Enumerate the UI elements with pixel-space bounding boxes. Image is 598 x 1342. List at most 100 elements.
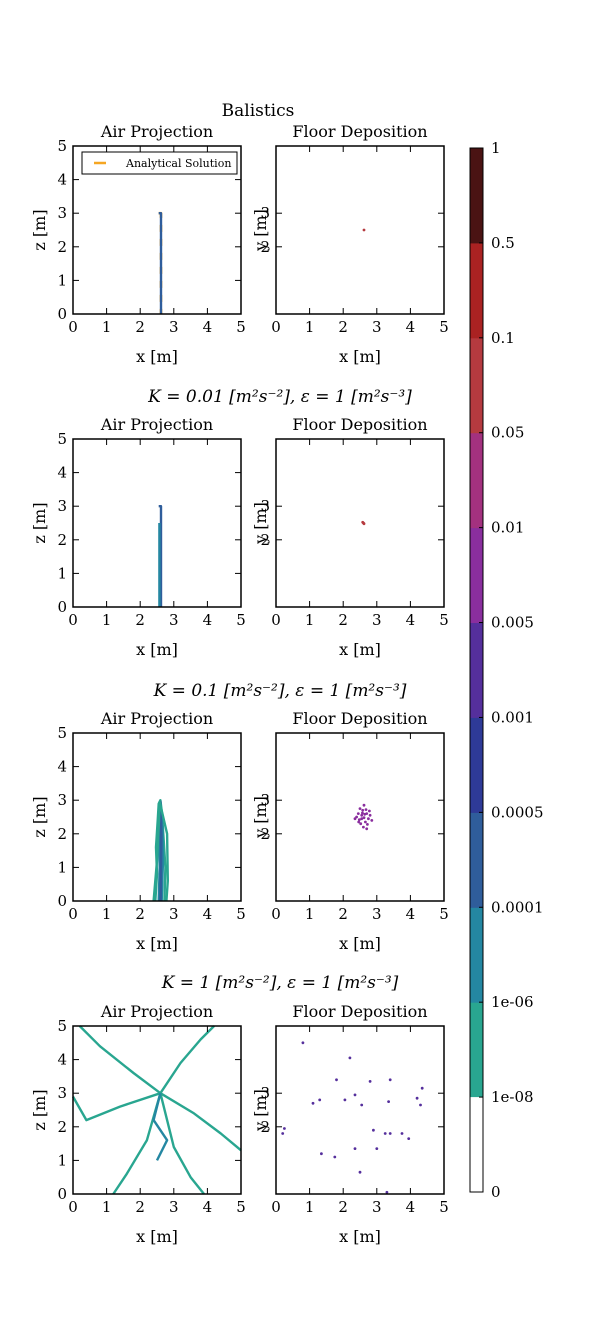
trajectory-line-3 (71, 1092, 161, 1122)
x-tick-label: 0 (271, 611, 281, 629)
trajectory-line-2 (158, 211, 163, 314)
row-title-4: K = 1 [m²s⁻²], ε = 1 [m²s⁻³] (161, 973, 399, 993)
y-tick-label: 3 (260, 791, 270, 809)
colorbar-tick-label: 0.5 (491, 234, 515, 252)
deposition-point-14 (419, 1103, 422, 1107)
y-tick-label: 5 (57, 430, 67, 448)
y-tick-label: 3 (57, 1084, 67, 1102)
x-tick-label: 2 (135, 318, 145, 336)
deposition-point-12 (387, 1100, 390, 1103)
plot-area (276, 146, 444, 314)
x-tick-label: 1 (305, 905, 315, 923)
x-tick-label: 3 (169, 611, 179, 629)
x-tick-label: 5 (439, 1198, 449, 1216)
deposition-point-5 (388, 1078, 392, 1082)
deposition-point-3 (335, 1078, 338, 1082)
colorbar-tick-label: 0.05 (491, 424, 524, 442)
air-ylabel-1: z [m] (30, 209, 49, 250)
air-xlabel-3: x [m] (136, 934, 178, 953)
axes-frame (275, 438, 445, 608)
y-tick-label: 4 (57, 758, 67, 776)
x-tick-label: 0 (271, 1198, 281, 1216)
deposition-point-10 (343, 1098, 347, 1102)
axes-frame (72, 438, 242, 608)
x-tick-label: 1 (305, 1198, 315, 1216)
x-tick-label: 3 (372, 318, 382, 336)
colorbar: 0 1e-08 1e-06 0.0001 0.0005 0.001 0.005 0.01 0.0… (469, 139, 544, 1201)
deposition-point-7 (353, 1093, 357, 1097)
y-tick-label: 1 (57, 858, 67, 876)
colorbar-segment-7 (470, 527, 483, 623)
air-title-1: Air Projection (100, 122, 213, 141)
deposition-point-1 (301, 1041, 305, 1045)
air-xlabel-1: x [m] (136, 347, 178, 366)
axes-frame (72, 732, 242, 902)
plot-area (276, 733, 444, 901)
y-tick-label: 0 (57, 892, 67, 910)
y-tick-label: 2 (57, 531, 67, 549)
deposition-point-24 (357, 820, 361, 824)
colorbar-segment-0 (470, 1097, 483, 1192)
x-tick-label: 0 (271, 318, 281, 336)
y-tick-label: 3 (260, 497, 270, 515)
y-tick-label: 3 (57, 497, 67, 515)
deposition-point-22 (360, 817, 364, 821)
deposition-point-15 (361, 811, 364, 815)
y-tick-label: 0 (57, 305, 67, 323)
deposition-point-12 (362, 825, 365, 829)
x-tick-label: 4 (203, 318, 213, 336)
deposition-point-17 (383, 1132, 387, 1135)
x-tick-label: 0 (68, 611, 78, 629)
axes-floor-deposition-1: 0 1 2 3 4 5 2 3 (260, 145, 449, 336)
deposition-point-27 (385, 1190, 389, 1194)
colorbar-tick-label: 0.0005 (491, 803, 544, 821)
row-title-3: K = 0.1 [m²s⁻²], ε = 1 [m²s⁻³] (153, 681, 407, 701)
floor-title-4: Floor Deposition (292, 1002, 427, 1021)
floor-title-3: Floor Deposition (292, 709, 427, 728)
x-tick-label: 3 (372, 611, 382, 629)
trajectory-line-3 (159, 800, 163, 902)
y-tick-label: 3 (260, 1084, 270, 1102)
x-tick-label: 4 (203, 1198, 213, 1216)
deposition-point-23 (333, 1155, 337, 1159)
y-tick-label: 3 (57, 791, 67, 809)
x-tick-label: 2 (338, 611, 348, 629)
axes-frame (72, 1025, 242, 1195)
x-tick-label: 3 (372, 905, 382, 923)
colorbar-tick-label: 1 (491, 139, 501, 157)
y-tick-label: 2 (57, 825, 67, 843)
deposition-point-11 (368, 813, 372, 817)
y-tick-label: 2 (260, 825, 270, 843)
colorbar-tick-label: 1e-08 (491, 1088, 534, 1106)
trajectory-line-4 (152, 800, 170, 902)
colorbar-segment-6 (470, 622, 483, 718)
trajectory-line-2 (159, 1025, 215, 1094)
colorbar-segment-3 (470, 907, 483, 1003)
y-tick-label: 2 (57, 238, 67, 256)
x-tick-label: 4 (203, 905, 213, 923)
x-tick-label: 4 (406, 1198, 416, 1216)
plot-area (276, 439, 444, 607)
axes-frame (275, 732, 445, 902)
deposition-point-19 (400, 1132, 404, 1135)
x-tick-label: 4 (406, 611, 416, 629)
plot-area (73, 439, 241, 607)
trajectory-line-1 (158, 505, 163, 607)
air-title-4: Air Projection (100, 1002, 213, 1021)
x-tick-label: 4 (406, 318, 416, 336)
floor-ylabel-2: y [m] (251, 502, 270, 545)
deposition-point-9 (318, 1098, 322, 1102)
colorbar-segment-10 (470, 242, 483, 339)
deposition-point-16 (281, 1132, 285, 1135)
colorbar-segment-4 (470, 812, 483, 908)
x-tick-label: 1 (305, 318, 315, 336)
axes-air-projection-4: 0 1 2 3 4 5 0 1 2 3 4 5 (57, 1017, 245, 1216)
air-title-3: Air Projection (100, 709, 213, 728)
deposition-point-6 (420, 1086, 424, 1090)
axes-floor-deposition-3: 0 1 2 3 4 5 2 3 (260, 732, 449, 923)
x-tick-label: 5 (236, 1198, 246, 1216)
colorbar-tick-label: 0 (491, 1183, 501, 1201)
trajectory-line-7 (152, 1092, 169, 1161)
trajectory-line-4 (159, 1092, 242, 1152)
y-tick-label: 4 (57, 171, 67, 189)
